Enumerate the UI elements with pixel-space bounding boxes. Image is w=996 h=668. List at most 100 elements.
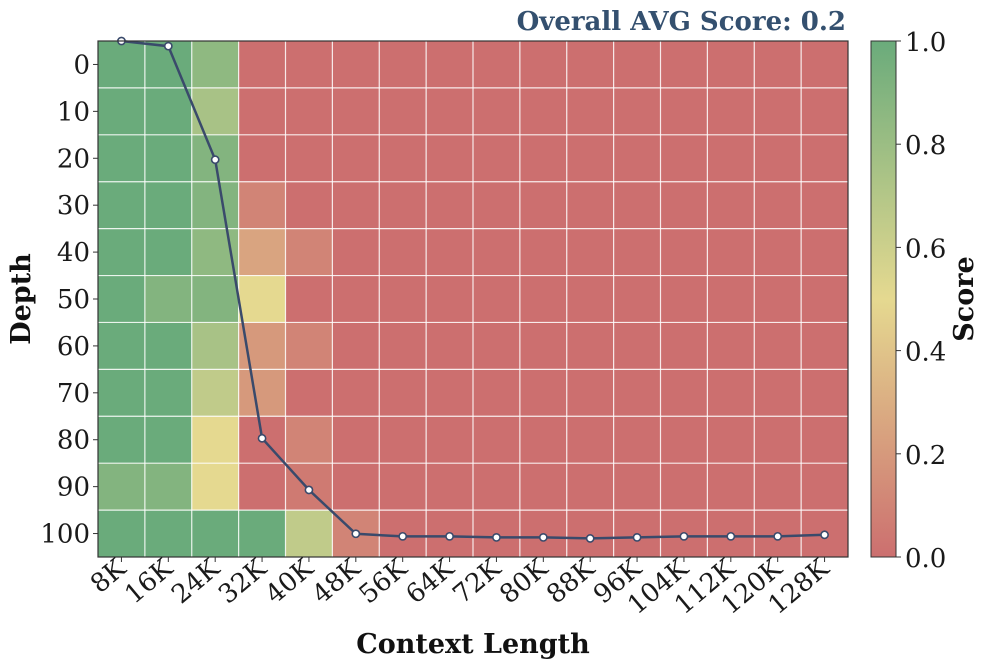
heatmap-cell (754, 134, 802, 182)
x-tick-label: 24K (166, 553, 226, 610)
heatmap-cell (426, 369, 473, 417)
heatmap-cell (98, 275, 145, 323)
heatmap-cell (660, 87, 708, 135)
heatmap-cell (98, 134, 145, 182)
heatmap-cell (285, 181, 333, 229)
heatmap-cell (660, 369, 708, 417)
heatmap-cell (379, 463, 427, 511)
heatmap-cell (660, 134, 708, 182)
heatmap-cell (285, 275, 333, 323)
heatmap-cell (426, 416, 473, 464)
y-tick-label: 30 (57, 191, 90, 221)
heatmap-cell (332, 322, 380, 370)
heatmap-cell (754, 322, 802, 370)
heatmap-cell (660, 416, 708, 464)
heatmap-cell (191, 416, 239, 464)
heatmap-cell (519, 41, 567, 88)
x-tick-label: 72K (447, 553, 507, 610)
heatmap-cell (332, 41, 380, 88)
x-tick-label: 40K (260, 553, 320, 610)
heatmap-cell (379, 369, 427, 417)
heatmap-cell (801, 369, 848, 417)
colorbar (870, 40, 897, 558)
heatmap-cells (98, 41, 848, 557)
colorbar-title: Score (949, 256, 980, 341)
heatmap-cell (566, 510, 614, 557)
heatmap-cell (191, 463, 239, 511)
average-point (538, 532, 548, 542)
heatmap-cell (613, 134, 661, 182)
average-point (632, 532, 642, 542)
heatmap-cell (801, 134, 848, 182)
heatmap-cell (660, 275, 708, 323)
x-axis-title: Context Length (356, 629, 590, 660)
average-point (445, 531, 454, 541)
x-tick-label: 64K (401, 553, 461, 610)
heatmap-cell (426, 322, 473, 370)
heatmap-cell (566, 41, 614, 88)
colorbar-tick-label: 0.8 (905, 131, 946, 161)
y-tick-label: 40 (57, 238, 90, 268)
heatmap-cell (519, 134, 567, 182)
y-tick-label: 70 (57, 379, 90, 409)
heatmap-cell (238, 369, 286, 417)
heatmap-cell (519, 181, 567, 229)
colorbar-tick-label: 0.6 (905, 234, 946, 264)
heatmap-cell (144, 228, 192, 276)
heatmap-cell (426, 228, 473, 276)
heatmap-cell (754, 416, 802, 464)
average-point (304, 485, 314, 495)
heatmap-cell (285, 322, 333, 370)
heatmap-cell (801, 463, 848, 511)
heatmap-cell (801, 181, 848, 229)
y-tick-label: 0 (73, 50, 90, 80)
average-point (820, 530, 829, 540)
heatmap-cell (660, 181, 708, 229)
heatmap-cell (332, 369, 380, 417)
heatmap-cell (426, 181, 473, 229)
heatmap-cell (98, 463, 145, 511)
heatmap-cell (613, 369, 661, 417)
heatmap-cell (285, 416, 333, 464)
heatmap-cell (707, 322, 755, 370)
heatmap-cell (285, 228, 333, 276)
heatmap-cell (238, 275, 286, 323)
heatmap-cell (98, 322, 145, 370)
heatmap-cell (98, 87, 145, 135)
average-point (398, 531, 408, 541)
heatmap-cell (473, 322, 520, 370)
colorbar-tick-label: 1.0 (905, 28, 946, 58)
heatmap-cell (566, 228, 614, 276)
heatmap-cell (519, 463, 567, 511)
heatmap-cell (613, 463, 661, 511)
heatmap-cell (613, 416, 661, 464)
heatmap-cell (238, 181, 286, 229)
heatmap-cell (801, 228, 848, 276)
average-line (117, 36, 829, 543)
average-point (679, 531, 689, 541)
heatmap-cell (144, 275, 192, 323)
heatmap-cell (144, 463, 192, 511)
heatmap-cell (613, 228, 661, 276)
average-point (492, 532, 501, 542)
heatmap-cell (801, 41, 848, 88)
y-tick-label: 100 (40, 520, 90, 550)
heatmap-cell (191, 369, 239, 417)
heatmap-cell (660, 41, 708, 88)
heatmap-cell (566, 275, 614, 323)
y-tick-label: 20 (57, 144, 90, 174)
heatmap-cell (613, 275, 661, 323)
colorbar-tick-label: 0.4 (905, 338, 946, 368)
heatmap-cell (191, 322, 239, 370)
heatmap-cell (754, 369, 802, 417)
heatmap-cell (238, 41, 286, 88)
heatmap-cell (144, 134, 192, 182)
heatmap-cell (613, 322, 661, 370)
heatmap-cell (379, 275, 427, 323)
y-tick-label: 80 (57, 426, 90, 456)
heatmap-cell (801, 275, 848, 323)
heatmap-cell (379, 181, 427, 229)
heatmap-cell (426, 41, 473, 88)
heatmap-cell (98, 41, 145, 88)
